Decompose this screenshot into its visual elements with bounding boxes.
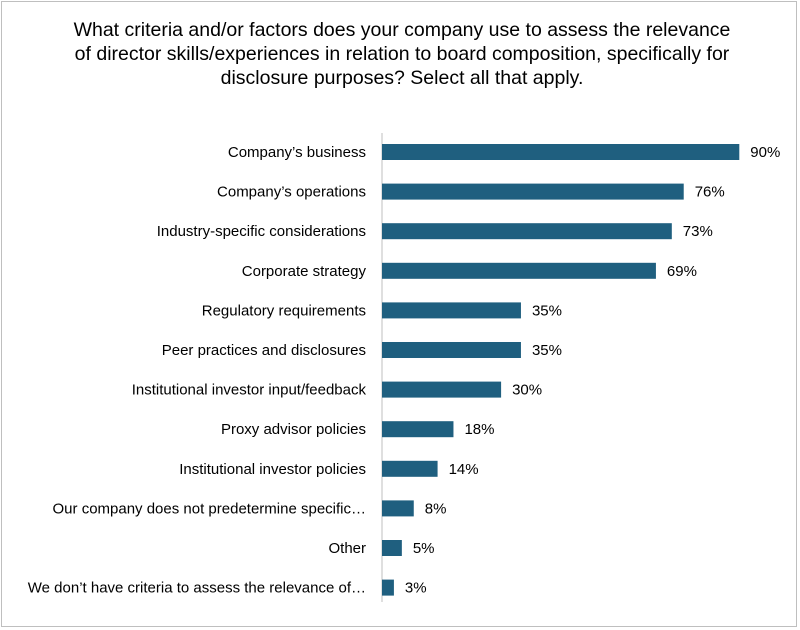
data-label: 73% <box>683 223 713 240</box>
category-label: Peer practices and disclosures <box>162 342 366 359</box>
data-label: 30% <box>512 382 542 399</box>
data-label: 3% <box>405 580 427 597</box>
bar <box>382 579 394 596</box>
data-label: 76% <box>695 184 725 201</box>
data-label: 90% <box>750 144 780 161</box>
category-label: Our company does not predetermine specif… <box>53 500 366 517</box>
bar <box>382 342 521 358</box>
category-label: Institutional investor input/feedback <box>132 382 367 399</box>
bar <box>382 500 414 517</box>
bar <box>382 262 656 279</box>
bar <box>382 460 438 477</box>
data-label: 5% <box>413 540 435 557</box>
bar <box>382 540 402 556</box>
category-label: Regulatory requirements <box>202 302 366 319</box>
category-label: Institutional investor policies <box>179 461 366 478</box>
data-label: 8% <box>425 500 447 517</box>
bar-group: Company’s business 90% Company’s operation… <box>28 144 780 597</box>
data-label: 18% <box>464 421 494 438</box>
bar <box>382 302 521 319</box>
category-label: Proxy advisor policies <box>221 421 366 438</box>
data-label: 69% <box>667 263 697 280</box>
category-label: Company’s operations <box>217 184 366 201</box>
category-label: Corporate strategy <box>242 263 367 280</box>
bar <box>382 183 684 200</box>
category-label: We don’t have criteria to assess the rel… <box>28 580 366 597</box>
data-label: 35% <box>532 342 562 359</box>
category-label: Company’s business <box>228 144 366 161</box>
bar <box>382 381 502 398</box>
category-label: Other <box>328 540 366 557</box>
data-label: 35% <box>532 302 562 319</box>
bar <box>382 223 672 240</box>
category-label: Industry-specific considerations <box>157 223 366 240</box>
bar <box>382 144 740 160</box>
bar <box>382 421 454 438</box>
data-label: 14% <box>449 461 479 478</box>
chart-title: What criteria and/or factors does your c… <box>73 19 731 89</box>
